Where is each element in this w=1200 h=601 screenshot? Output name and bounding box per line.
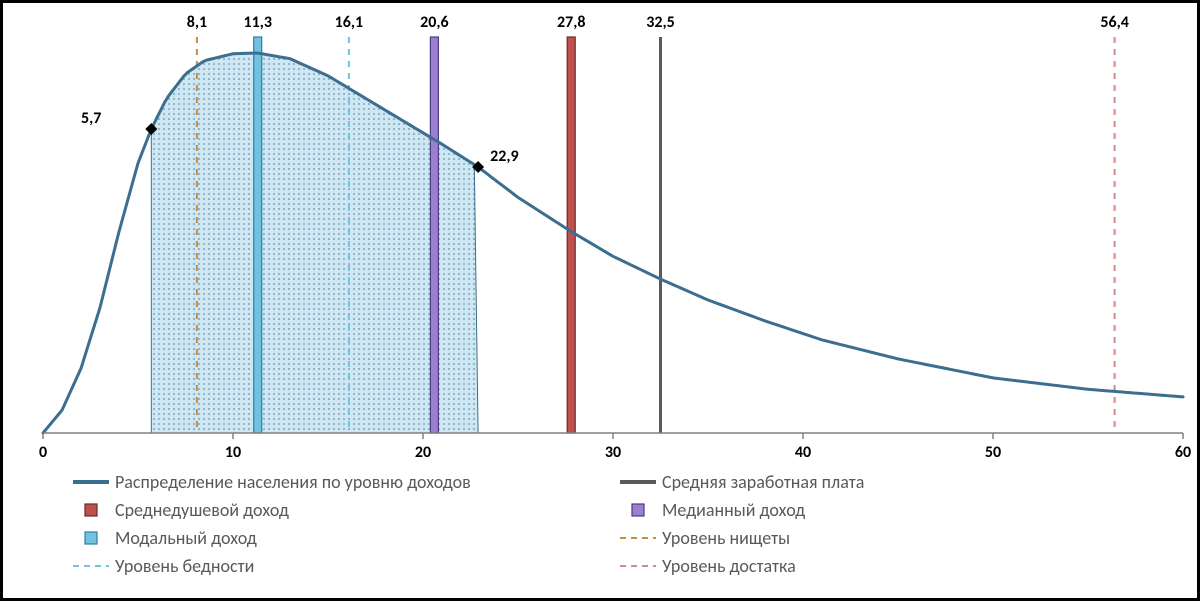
legend-item: Уровень достатка	[620, 555, 1167, 577]
legend-swatch	[620, 557, 656, 575]
point-label: 22,9	[490, 147, 518, 166]
x-tick-label: 30	[605, 443, 621, 462]
chart-container: 8,1 11,3 16,1 20,6 27,8 32,5 56,4 5,7 22,9 0 10 20 3…	[0, 0, 1200, 601]
x-tick-label: 0	[39, 443, 47, 462]
x-tick-label: 20	[415, 443, 431, 462]
legend-item: Уровень нищеты	[620, 527, 1167, 549]
legend-item: Средняя заработная плата	[620, 471, 1167, 493]
legend-swatch	[73, 473, 109, 491]
vline-median	[430, 37, 438, 433]
vline-modal	[254, 37, 262, 433]
legend-item: Среднедушевой доход	[73, 499, 620, 521]
point-label: 5,7	[81, 109, 101, 128]
legend-label: Уровень бедности	[115, 555, 254, 577]
vline-label-modal: 11,3	[243, 13, 271, 32]
chart-svg: 8,1 11,3 16,1 20,6 27,8 32,5 56,4 5,7 22,9 0 10 20 3…	[3, 3, 1197, 463]
shaded-area	[151, 53, 478, 433]
vline-per_capita	[567, 37, 575, 433]
legend-item: Распределение населения по уровню доходо…	[73, 471, 620, 493]
legend-swatch	[620, 529, 656, 547]
legend-label: Среднедушевой доход	[115, 499, 289, 521]
legend-swatch	[620, 501, 656, 519]
x-tick-label: 60	[1175, 443, 1191, 462]
legend-label: Модальный доход	[115, 527, 257, 549]
legend-label: Медианный доход	[662, 499, 805, 521]
vline-label-poverty_extreme: 8,1	[187, 13, 207, 32]
vline-label-poverty: 16,1	[335, 13, 363, 32]
vline-label-median: 20,6	[420, 13, 448, 32]
x-tick-label: 10	[225, 443, 241, 462]
x-tick-label: 40	[795, 443, 811, 462]
vline-label-prosperity: 56,4	[1100, 13, 1128, 32]
legend: Распределение населения по уровню доходо…	[73, 471, 1167, 577]
legend-swatch	[73, 557, 109, 575]
legend-label: Уровень нищеты	[662, 527, 790, 549]
legend-swatch	[620, 473, 656, 491]
legend-label: Уровень достатка	[662, 555, 796, 577]
legend-swatch	[73, 529, 109, 547]
legend-item: Модальный доход	[73, 527, 620, 549]
legend-item: Медианный доход	[620, 499, 1167, 521]
vline-label-avg_wage: 32,5	[646, 13, 674, 32]
legend-item: Уровень бедности	[73, 555, 620, 577]
x-tick-label: 50	[985, 443, 1001, 462]
legend-swatch	[73, 501, 109, 519]
legend-label: Распределение населения по уровню доходо…	[115, 471, 471, 493]
vline-label-per_capita: 27,8	[557, 13, 585, 32]
legend-label: Средняя заработная плата	[662, 471, 864, 493]
